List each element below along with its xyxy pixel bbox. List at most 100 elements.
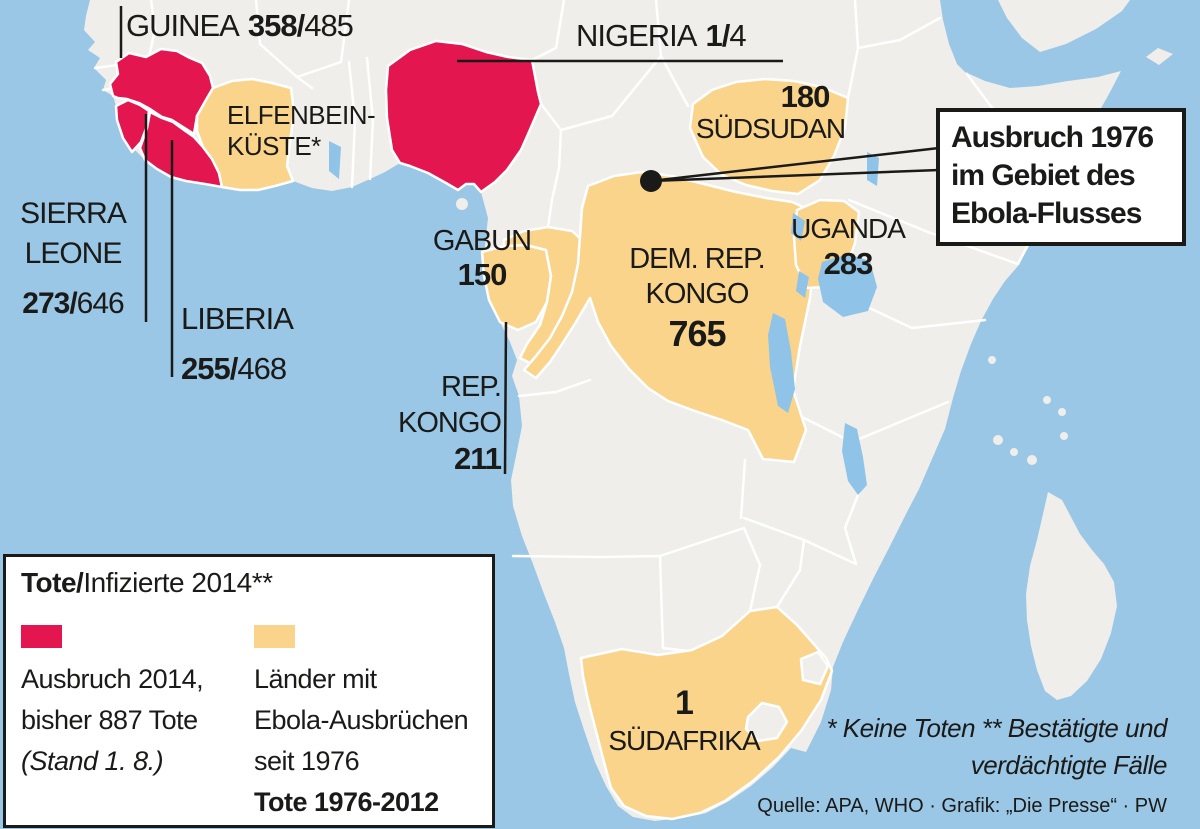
legend-orange-line2: Ebola-Ausbrüchen — [254, 705, 469, 735]
footnote-line1: * Keine Toten ** Bestätigte und — [826, 713, 1167, 743]
countries-outbreak-since-1976 — [195, 77, 861, 821]
label-elfenbeinkueste: ELFENBEIN- KÜSTE* — [227, 100, 376, 162]
footnotes: * Keine Toten ** Bestätigte und verdächt… — [826, 710, 1167, 784]
legend-box: Tote/Infizierte 2014** Ausbruch 2014, bi… — [3, 554, 495, 828]
country-nigeria — [384, 39, 543, 194]
country-suedsudan — [688, 77, 850, 196]
deaths-value: 273/ — [22, 287, 77, 320]
lake-volta — [329, 141, 341, 179]
label-sierra-leone: SIERRA LEONE 273/646 — [2, 194, 144, 324]
legend-title-bold: Tote/ — [21, 567, 84, 598]
country-name: SÜDSUDAN — [695, 113, 846, 144]
legend-orange-line4: Tote 1976-2012 — [254, 787, 439, 817]
legend-orange-line1: Länder mit — [254, 664, 377, 694]
country-name-line1: DEM. REP. — [629, 243, 766, 275]
leader-rep-kongo — [503, 321, 508, 475]
lake-edward-kivu — [796, 271, 809, 298]
country-name: GABUN — [432, 225, 532, 257]
country-name: LIBERIA — [181, 301, 294, 336]
island-comoros-2 — [1010, 448, 1018, 456]
country-name: UGANDA — [791, 213, 906, 244]
label-suedsudan-value: 180 — [755, 79, 855, 115]
country-name: NIGERIA — [576, 18, 697, 53]
deaths-1976-2012-value: 765 — [668, 313, 726, 354]
island-socotra — [1146, 48, 1173, 65]
country-name-line1: REP. — [441, 371, 502, 403]
country-name: SÜDAFRIKA — [608, 725, 760, 756]
sierra-leone-numbers: 273/646 — [2, 284, 144, 324]
country-name-line2: LEONE — [24, 237, 123, 270]
label-guinea: GUINEA 358/485 — [126, 8, 354, 44]
lakes — [329, 141, 879, 495]
deaths-1976-2012-value: 1 — [675, 684, 694, 722]
label-rep-kongo: REP. KONGO 211 — [380, 369, 502, 477]
label-nigeria: NIGERIA 1/4 — [576, 18, 747, 54]
legend-pink-line3: (Stand 1. 8.) — [21, 746, 164, 776]
legend-pink-line1: Ausbruch 2014, — [21, 664, 204, 694]
legend-pink-text: Ausbruch 2014, bisher 887 Tote (Stand 1.… — [21, 659, 204, 782]
deaths-1976-2012-value: 211 — [453, 441, 502, 476]
deaths-1976-2012-value: 150 — [457, 257, 508, 292]
lake-malawi — [842, 423, 867, 495]
islands — [456, 0, 1173, 700]
island-madagascar — [1026, 492, 1117, 700]
label-gabun: GABUN 150 — [412, 224, 552, 292]
outbreak-1976-dot — [640, 170, 662, 192]
country-name-line1: ELFENBEIN- — [227, 100, 376, 130]
cases-value: 485 — [304, 8, 354, 43]
lake-turkana — [867, 152, 879, 186]
country-elfenbeinkueste — [195, 77, 296, 192]
legend-title-rest: Infizierte 2014** — [83, 567, 273, 598]
legend-swatch-pink — [21, 625, 62, 648]
legend-swatch-orange — [254, 625, 295, 648]
callout-ausbruch-1976: Ausbruch 1976 im Gebiet des Ebola-Flusse… — [936, 108, 1186, 246]
country-dem-rep-kongo — [522, 170, 818, 464]
label-uganda: UGANDA 283 — [758, 211, 938, 281]
island-zanzibar — [988, 356, 996, 364]
deaths-value: 255/ — [181, 351, 238, 386]
deaths-value: 1/ — [705, 18, 730, 53]
countries-outbreak-2014 — [108, 39, 543, 194]
country-suedafrika — [579, 605, 834, 821]
callout-line2: im Gebiet des — [951, 159, 1136, 192]
lake-tanganyika — [768, 313, 795, 413]
country-name-line2: KONGO — [645, 278, 750, 310]
country-name-line1: SIERRA — [20, 197, 127, 230]
cases-value: 468 — [237, 351, 287, 386]
label-dem-rep-kongo: DEM. REP. KONGO 765 — [597, 242, 797, 354]
footnote-line2: verdächtigte Fälle — [970, 750, 1168, 780]
label-liberia: LIBERIA 255/468 — [181, 294, 294, 394]
lake-albert — [791, 213, 805, 241]
country-name-line2: KONGO — [398, 407, 502, 439]
deaths-1976-2012-value: 180 — [780, 79, 831, 114]
country-name-line2: KÜSTE* — [227, 131, 321, 161]
island-comoros-1 — [993, 435, 1003, 445]
deaths-1976-2012-value: 283 — [823, 246, 874, 281]
leader-lines — [119, 6, 940, 475]
legend-pink-line2: bisher 887 Tote — [21, 705, 198, 735]
legend-title: Tote/Infizierte 2014** — [21, 567, 273, 599]
island-comoros-4 — [1043, 396, 1051, 404]
callout-line3: Ebola-Flusses — [951, 197, 1142, 230]
deaths-value: 358/ — [247, 8, 305, 43]
lake-victoria — [818, 254, 877, 317]
callout-wedge-bottom — [650, 168, 940, 183]
country-swaziland — [799, 650, 830, 686]
island-comoros-3 — [1027, 455, 1037, 465]
cases-value: 4 — [729, 18, 746, 53]
callout-line1: Ausbruch 1976 — [951, 121, 1154, 154]
label-suedsudan-name: SÜDSUDAN — [678, 113, 863, 145]
country-name: GUINEA — [126, 8, 240, 43]
legend-orange-text: Länder mit Ebola-Ausbrüchen seit 1976 To… — [254, 659, 469, 823]
callout-wedge-top — [650, 146, 940, 183]
island-bioko — [456, 198, 468, 210]
island-comoros-5 — [1058, 408, 1066, 416]
label-suedafrika: 1 SÜDAFRIKA — [594, 684, 774, 756]
source-credit: Quelle: APA, WHO · Grafik: „Die Presse“ … — [757, 795, 1167, 817]
cases-value: 646 — [76, 287, 125, 320]
arabian-peninsula-edge — [998, 0, 1130, 52]
legend-orange-line3: seit 1976 — [254, 746, 360, 776]
island-comoros-6 — [1060, 432, 1068, 440]
